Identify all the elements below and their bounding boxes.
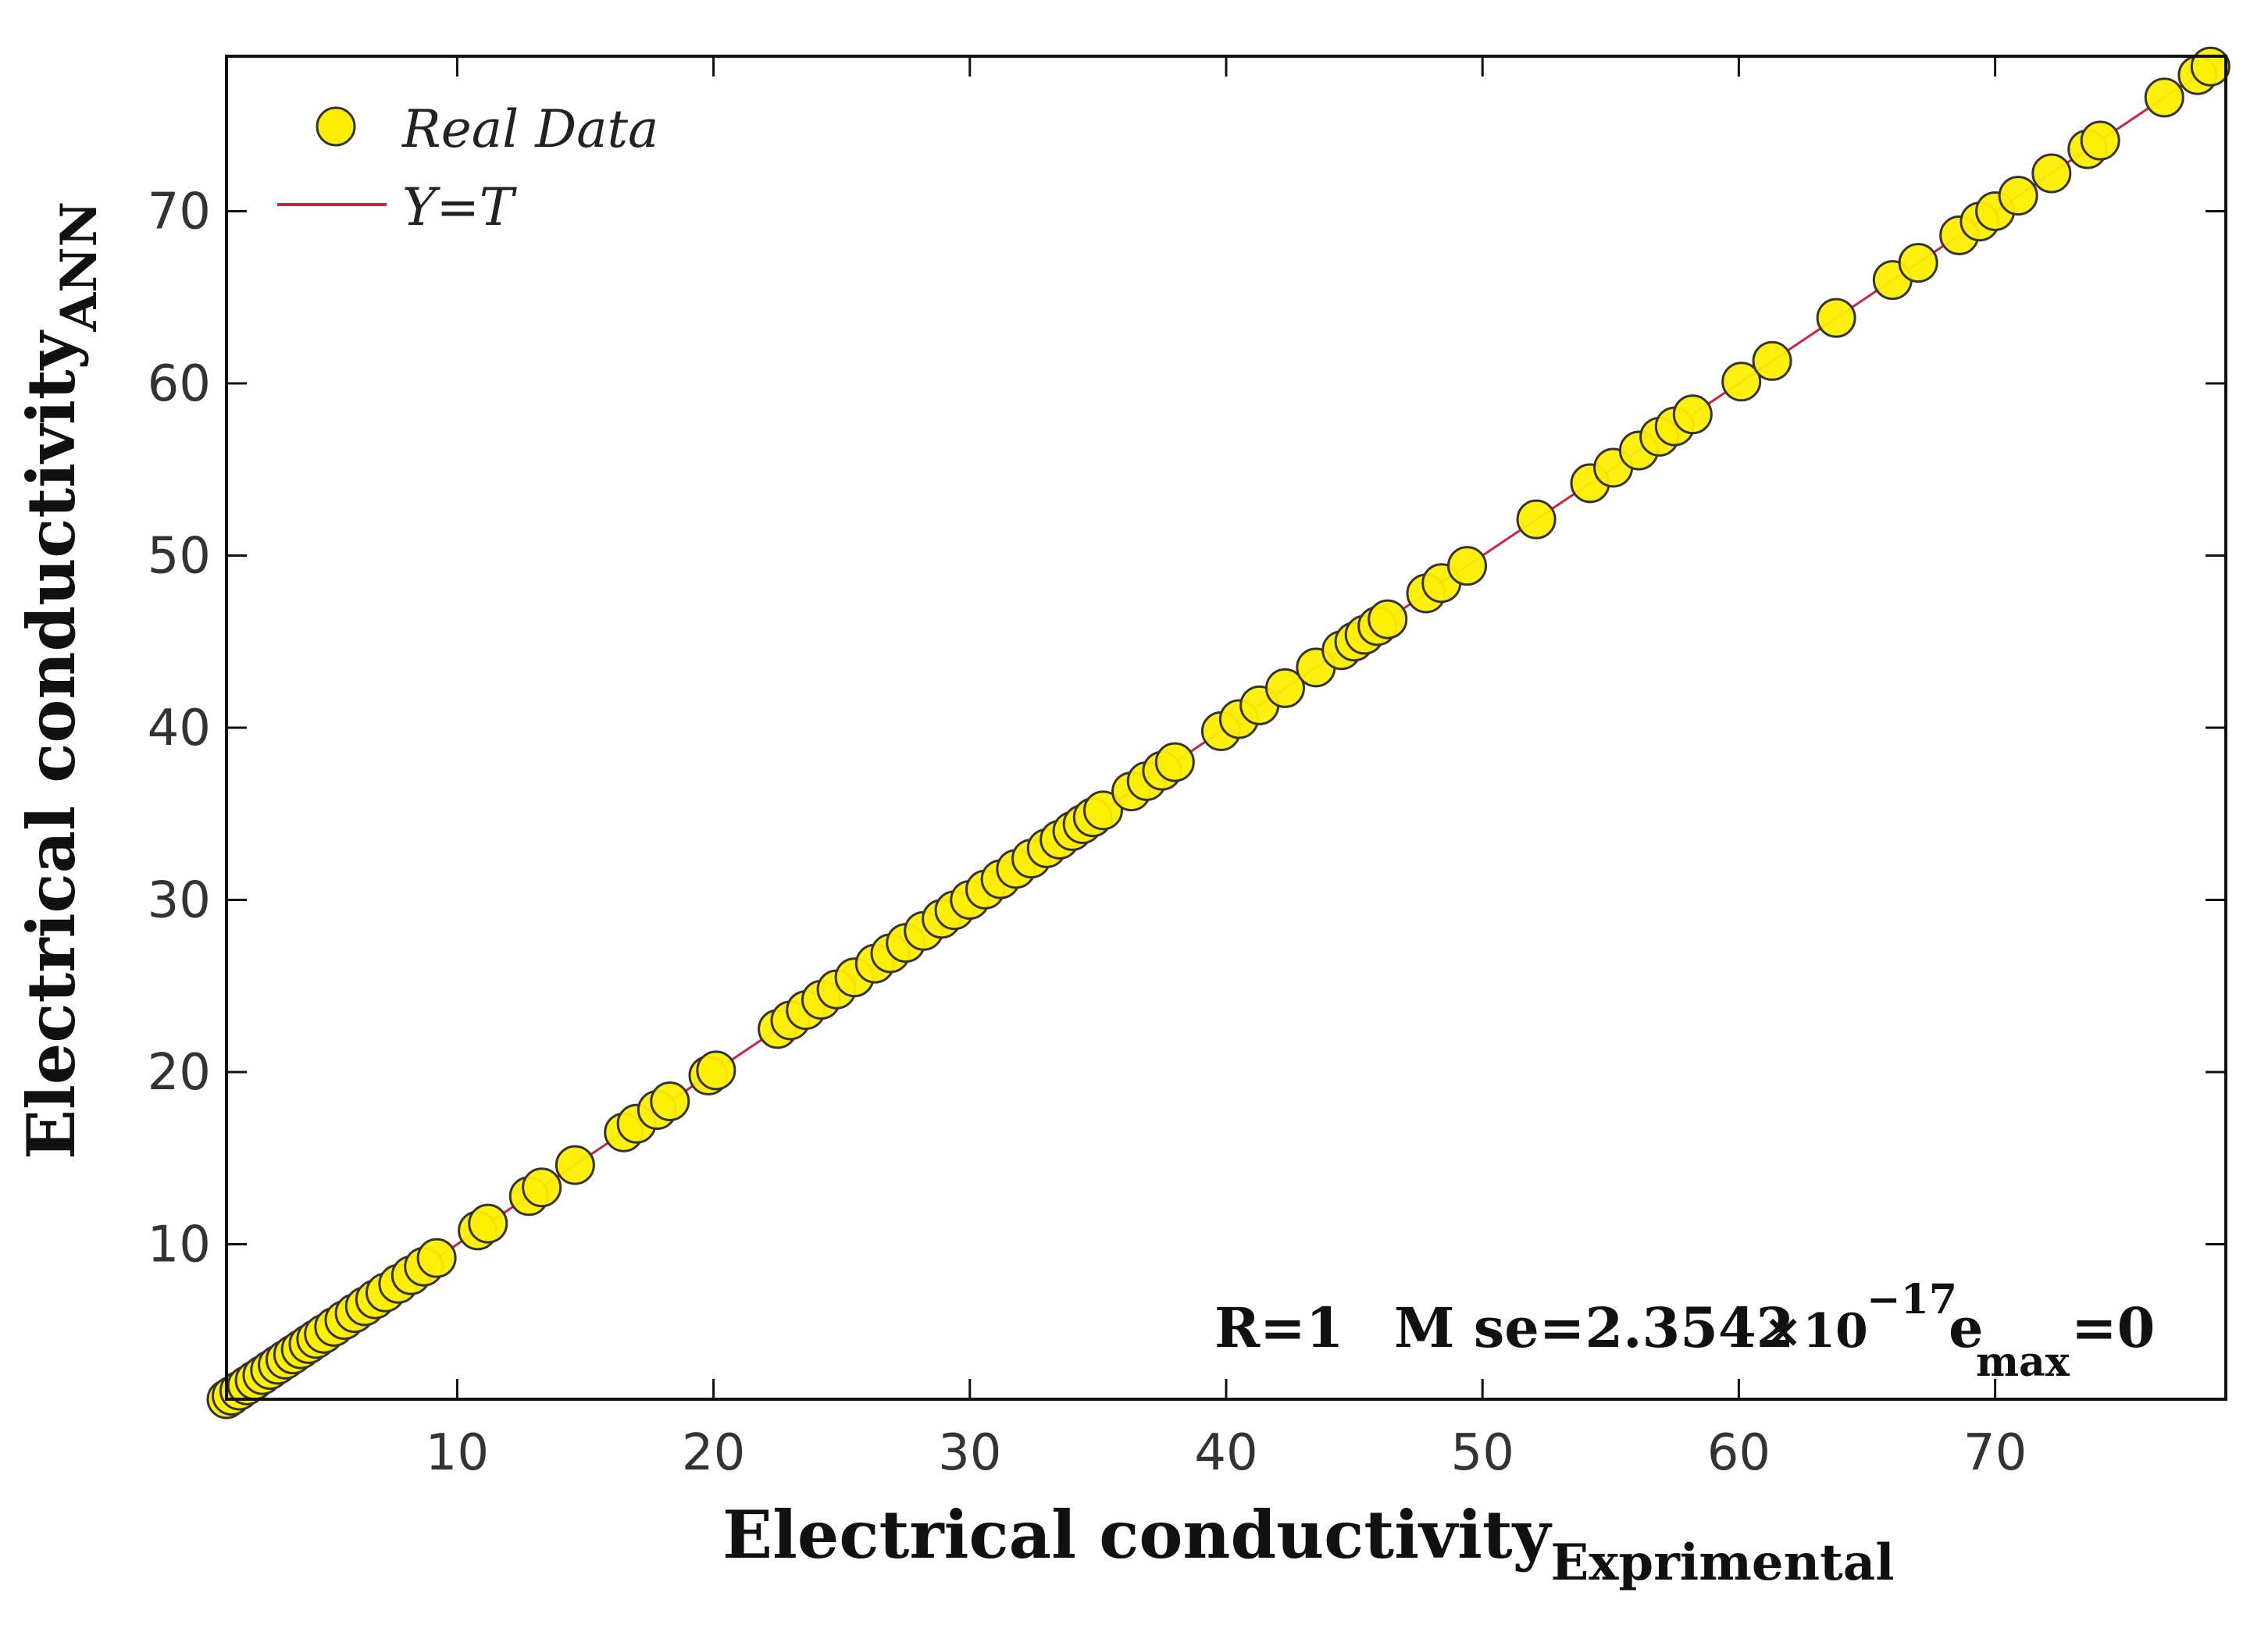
x-tick-label-40: 40 [1194, 1424, 1257, 1482]
data-point [1264, 668, 1305, 708]
stats-emax-value: =0 [2071, 1295, 2155, 1360]
data-point [2031, 153, 2072, 194]
x-tick-label-20: 20 [682, 1424, 745, 1482]
legend: Real Data Y=T [277, 99, 658, 237]
data-point [522, 1167, 562, 1208]
data-point [2190, 46, 2231, 87]
y-axis-title-subscript: ANN [50, 201, 109, 333]
stats-annotation: R=1 M se=2.3542 ×10 −17 e max =0 [1214, 1276, 2155, 1386]
x-tick-label-10: 10 [426, 1424, 489, 1482]
data-points [206, 46, 2231, 1420]
legend-label-fit: Y=T [402, 177, 518, 237]
data-point [1447, 546, 1488, 586]
data-point [1998, 176, 2038, 216]
x-tick-label-30: 30 [938, 1424, 1001, 1482]
y-axis-title: Electrical conductivityANN [12, 201, 109, 1160]
data-point [1816, 297, 1856, 338]
x-tick-label-60: 60 [1707, 1424, 1771, 1482]
data-point [1752, 340, 1792, 381]
stats-emax-label: e [1949, 1295, 1984, 1360]
data-point [2080, 120, 2120, 161]
data-point [1154, 742, 1195, 782]
x-tick-label-70: 70 [1963, 1424, 2027, 1482]
legend-marker-real-data [316, 106, 356, 147]
stats-mse-exponent: −17 [1867, 1276, 1957, 1323]
plot-frame [225, 55, 2227, 1401]
x-tick-label-50: 50 [1450, 1424, 1514, 1482]
data-point [1898, 243, 1938, 283]
data-point [1368, 599, 1408, 639]
x-axis-title-subscript: Exprimental [1550, 1534, 1894, 1592]
data-point [2144, 77, 2184, 118]
y-tick-label-10: 10 [148, 1217, 211, 1274]
stats-mse-label: M se=2.3542 [1394, 1295, 1794, 1360]
y-tick-label-30: 30 [148, 872, 211, 930]
data-point [1672, 394, 1713, 435]
data-point [650, 1081, 690, 1122]
data-point [416, 1238, 457, 1278]
axis-ticks: 10 20 30 40 50 60 70 10 20 30 40 50 60 70 [148, 56, 2226, 1482]
data-point [1082, 790, 1123, 831]
data-point [1721, 362, 1762, 402]
y-axis-title-main: Electrical conductivity [12, 330, 90, 1160]
stats-r: R=1 [1214, 1295, 1344, 1360]
data-point [468, 1203, 508, 1244]
stats-emax-subscript: max [1976, 1338, 2070, 1386]
y-tick-label-20: 20 [148, 1044, 211, 1102]
y-tick-label-60: 60 [148, 355, 211, 413]
data-point [555, 1145, 595, 1185]
legend-label-real-data: Real Data [401, 99, 658, 159]
y-tick-label-70: 70 [148, 183, 211, 240]
stats-mse-times: ×10 [1763, 1304, 1868, 1359]
data-point [696, 1050, 736, 1091]
x-axis-title: Electrical conductivityExprimental [722, 1496, 1895, 1592]
y-tick-label-50: 50 [148, 527, 211, 585]
data-point [1516, 499, 1557, 540]
y-tick-label-40: 40 [148, 700, 211, 757]
x-axis-title-main: Electrical conductivity [722, 1496, 1553, 1573]
